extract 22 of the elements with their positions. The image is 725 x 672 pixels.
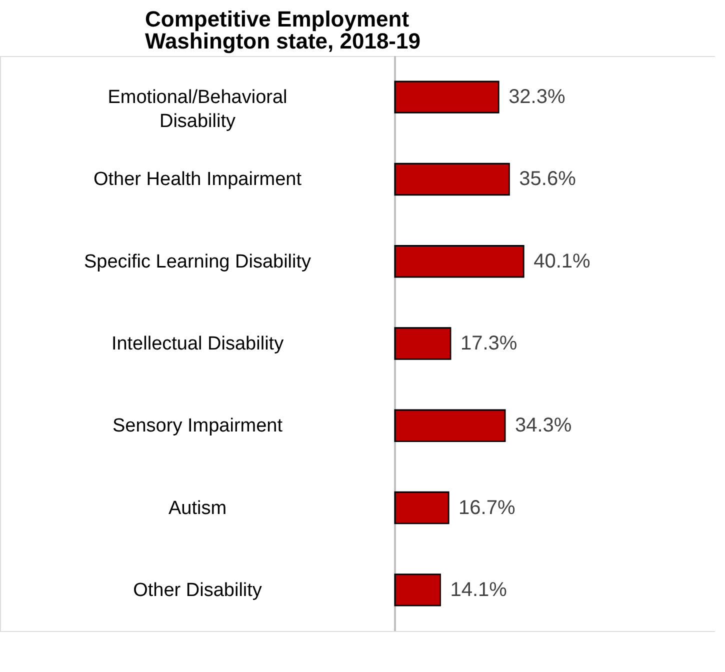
data-label: 32.3% — [508, 86, 566, 108]
data-label: 34.3% — [514, 414, 572, 437]
bar — [394, 409, 506, 442]
chart-title: Competitive Employment — [145, 6, 410, 32]
y-tick-label: Other Disability — [133, 580, 262, 601]
bar — [394, 574, 441, 606]
bar — [394, 80, 500, 114]
bar — [394, 327, 452, 360]
data-label: 14.1% — [450, 578, 508, 601]
y-tick-label: Emotional/Behavioral Disability — [108, 87, 288, 132]
y-tick-label: Autism — [168, 498, 227, 519]
bar — [394, 162, 510, 196]
y-tick-label: Sensory Impairment — [112, 416, 284, 437]
y-tick-label: Intellectual Disability — [111, 334, 284, 354]
data-label: 16.7% — [458, 496, 516, 519]
y-tick-label: Other Health Impairment — [93, 169, 302, 190]
data-label: 40.1% — [534, 250, 590, 272]
data-label: 35.6% — [519, 168, 576, 190]
bar — [394, 491, 450, 524]
data-label: 17.3% — [460, 332, 518, 354]
bar — [394, 245, 524, 278]
y-tick-label: Specific Learning Disability — [84, 251, 312, 272]
